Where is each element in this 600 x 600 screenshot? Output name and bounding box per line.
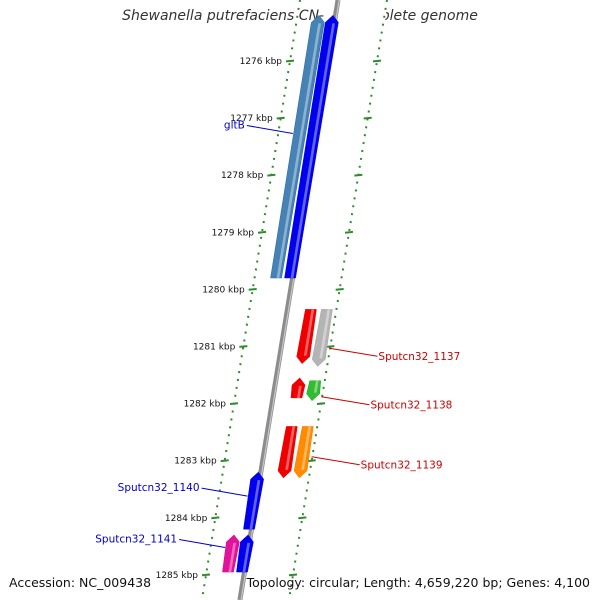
ruler-tick bbox=[229, 402, 239, 405]
ruler-tick bbox=[316, 402, 326, 405]
ruler-tick bbox=[248, 288, 257, 291]
gene-label-sputcn32-1141[interactable]: Sputcn32_1141 bbox=[95, 533, 177, 545]
ruler-tick bbox=[211, 516, 220, 520]
gene-label-sputcn32-1138[interactable]: Sputcn32_1138 bbox=[370, 400, 452, 412]
gene-label-leader bbox=[246, 125, 293, 135]
ruler-tick bbox=[285, 59, 295, 63]
ruler-tick bbox=[354, 173, 363, 177]
accession-text: Accession: NC_009438 bbox=[9, 575, 152, 590]
ruler-tick bbox=[363, 116, 372, 120]
gene-label-sputcn32-1140[interactable]: Sputcn32_1140 bbox=[118, 482, 200, 494]
ruler-tick-label: 1280 kbp bbox=[202, 285, 245, 295]
map-title: Shewanella putrefaciens CN-32, complete … bbox=[122, 8, 478, 24]
ruler-tick bbox=[307, 459, 316, 463]
gene-feature-unnamed-4[interactable] bbox=[290, 377, 306, 399]
gene-label-leader bbox=[311, 456, 360, 466]
genome-summary-text: Topology: circular; Length: 4,659,220 bp… bbox=[246, 575, 590, 590]
gene-label-gltb[interactable]: gltB bbox=[224, 120, 245, 132]
ruler-tick bbox=[326, 345, 335, 348]
ruler-tick-label: 1278 kbp bbox=[221, 171, 264, 181]
gene-feature-highlight bbox=[303, 309, 315, 356]
map-strip bbox=[236, 0, 388, 600]
ruler-tick bbox=[298, 516, 307, 520]
ruler-tick-label: 1282 kbp bbox=[184, 400, 227, 410]
ruler-tick-label: 1276 kbp bbox=[240, 57, 283, 67]
ruler-tick bbox=[201, 573, 211, 577]
gene-label-leader bbox=[321, 396, 370, 406]
gene-label-sputcn32-1139[interactable]: Sputcn32_1139 bbox=[361, 460, 443, 472]
gene-feature-highlight bbox=[249, 480, 261, 530]
ruler-tick bbox=[276, 116, 285, 120]
ruler-tick-label: 1283 kbp bbox=[174, 457, 217, 467]
gene-label-leader bbox=[329, 347, 378, 357]
gene-feature-highlight bbox=[319, 309, 331, 359]
ruler-tick bbox=[239, 345, 248, 348]
ruler-tick-label: 1281 kbp bbox=[193, 343, 236, 353]
ruler-tick-label: 1279 kbp bbox=[212, 228, 255, 238]
gene-feature-highlight bbox=[301, 426, 312, 470]
gene-feature-highlight bbox=[296, 385, 302, 398]
ruler-tick bbox=[267, 173, 276, 177]
ruler-tick bbox=[220, 459, 229, 463]
gene-label-sputcn32-1137[interactable]: Sputcn32_1137 bbox=[378, 351, 460, 363]
ruler-tick-label: 1277 kbp bbox=[230, 114, 273, 124]
ruler-tick-label: 1285 kbp bbox=[156, 571, 199, 581]
gene-label-leader bbox=[179, 539, 226, 548]
gene-label-leader bbox=[201, 487, 248, 497]
ruler-tick bbox=[335, 288, 344, 291]
gene-feature-highlight bbox=[228, 542, 237, 573]
gene-feature-highlight bbox=[285, 426, 296, 470]
ruler-tick bbox=[288, 573, 298, 577]
gene-feature-highlight bbox=[290, 23, 335, 278]
gene-feature-highlight bbox=[242, 542, 251, 573]
ruler-tick bbox=[257, 230, 267, 234]
ruler-tick bbox=[344, 230, 354, 234]
ruler-tick-label: 1284 kbp bbox=[165, 514, 208, 524]
ruler-tick bbox=[372, 59, 382, 63]
gene-feature-highlight bbox=[276, 23, 321, 278]
gene-feature-highlight bbox=[313, 380, 319, 393]
